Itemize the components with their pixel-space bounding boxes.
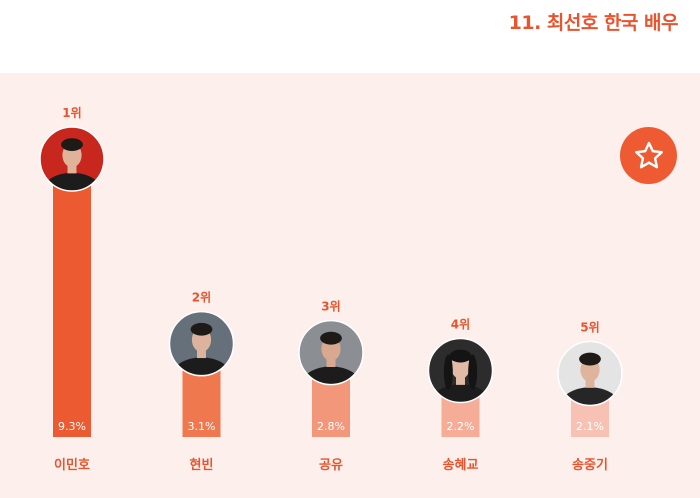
avatar-ring [168, 310, 235, 377]
avatar-ring [427, 337, 494, 404]
header: 11. 최선호 한국 배우 [0, 0, 700, 73]
avatar-photo [428, 338, 493, 403]
avatar-hair [61, 138, 83, 152]
avatar-ring [298, 319, 364, 386]
value-label: 3.1% [188, 420, 216, 433]
avatar-neck [585, 376, 595, 388]
avatar-hair [190, 322, 213, 336]
avatar-shoulders [430, 384, 491, 403]
category-label: 공유 [319, 458, 343, 473]
avatar-hair-right [468, 354, 478, 390]
value-label: 2.8% [317, 420, 345, 433]
avatar-photo [558, 341, 622, 406]
category-label: 송중기 [572, 458, 608, 473]
avatar-shoulders [300, 366, 362, 385]
chart-title: 11. 최선호 한국 배우 [508, 12, 679, 34]
avatar-hair [579, 352, 601, 366]
avatar-photo [169, 311, 234, 376]
category-label: 이민호 [54, 457, 90, 473]
avatar-shoulders [41, 172, 103, 191]
value-label: 9.3% [58, 420, 86, 433]
avatar-hair-left [443, 354, 453, 390]
value-label: 2.1% [576, 420, 604, 433]
rank-label: 4위 [451, 317, 470, 331]
avatar-hair [449, 349, 472, 363]
avatar-ring [557, 340, 623, 407]
avatar-photo [299, 320, 363, 385]
star-icon [634, 141, 663, 168]
avatar-ring [39, 126, 105, 192]
rank-label: 2위 [192, 291, 211, 305]
avatar-neck [197, 346, 206, 359]
avatar-neck [326, 355, 336, 368]
avatar-shoulders [171, 357, 232, 376]
avatar-neck [67, 162, 77, 174]
avatar-hair [320, 331, 342, 345]
star-badge [620, 127, 677, 184]
bar [53, 160, 91, 437]
avatar-photo [40, 127, 104, 191]
rank-label: 1위 [62, 106, 81, 120]
category-label: 현빈 [190, 457, 214, 473]
rank-label: 3위 [321, 300, 340, 314]
avatar-shoulders [559, 387, 621, 406]
category-label: 송혜교 [443, 457, 479, 473]
value-label: 2.2% [447, 420, 475, 433]
avatar-neck [456, 373, 465, 385]
rank-label: 5위 [580, 320, 599, 334]
